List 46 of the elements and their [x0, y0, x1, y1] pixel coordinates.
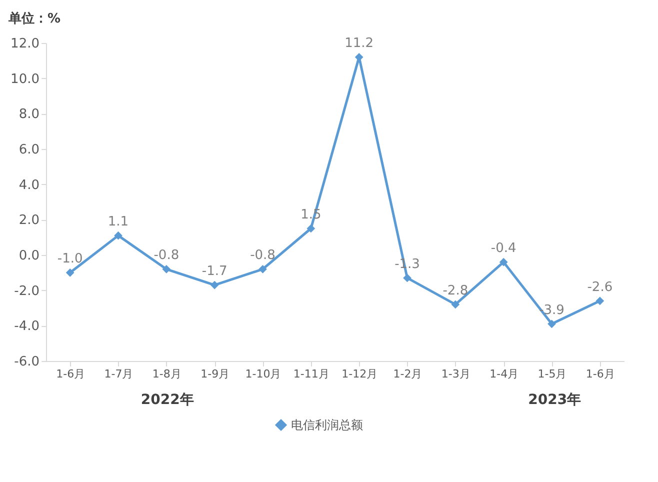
data-label: -2.6 [587, 280, 613, 295]
y-tick-label: 4.0 [18, 178, 40, 193]
data-label: -1.7 [202, 264, 228, 280]
point [403, 274, 412, 282]
x-tick-label: 1-3月 [441, 368, 470, 380]
y-axis-title: 单位：% [8, 10, 61, 26]
data-label: -0.4 [490, 241, 516, 256]
point [548, 320, 556, 328]
text: 2022年 [140, 392, 194, 408]
x-tick-label: 1-10月 [245, 368, 282, 380]
y-tick-label: -2.0 [14, 284, 40, 299]
point [162, 264, 171, 274]
data-label: -0.8 [250, 248, 276, 264]
data-label: -1.0 [57, 252, 83, 267]
x-tick-label: 1-2月 [393, 368, 422, 380]
x-tick-label: 1-8月 [152, 368, 182, 380]
x-tick-label: 1-5月 [538, 368, 567, 380]
data-label: 11.2 [344, 36, 374, 52]
x-tick-label: 1-12月 [342, 368, 378, 380]
y-tick-label: 10.0 [10, 72, 40, 87]
data-label: 1.1 [108, 214, 129, 230]
point [499, 258, 508, 266]
point [596, 296, 604, 306]
y-tick-label: 8.0 [18, 107, 40, 122]
x-tick-label: 1-11月 [293, 368, 330, 380]
y-tick-label: 2.0 [18, 213, 40, 228]
x-tick-label: 1-7月 [104, 368, 134, 380]
point [66, 268, 74, 277]
y-tick-label: 12.0 [10, 36, 40, 52]
y-tick-label: 0.0 [18, 248, 40, 264]
point [114, 231, 122, 240]
legend-label: 电信利润总额 [291, 418, 363, 432]
y-tick-label: -4.0 [14, 319, 40, 334]
x-tick-label: 1-6月 [56, 368, 86, 380]
y-tick-label: 6.0 [18, 142, 40, 158]
y-tick-label: -6.0 [14, 354, 40, 370]
x-tick-label: 1-4月 [490, 368, 519, 380]
point [258, 264, 267, 274]
data-label: -0.8 [154, 248, 180, 264]
point [210, 280, 219, 290]
text: 2023年 [528, 392, 582, 408]
x-tick-label: 1-6月 [586, 368, 615, 380]
point [306, 224, 316, 233]
data-label: -2.8 [442, 283, 468, 298]
x-tick-label: 1-9月 [200, 368, 230, 380]
point [451, 300, 460, 309]
